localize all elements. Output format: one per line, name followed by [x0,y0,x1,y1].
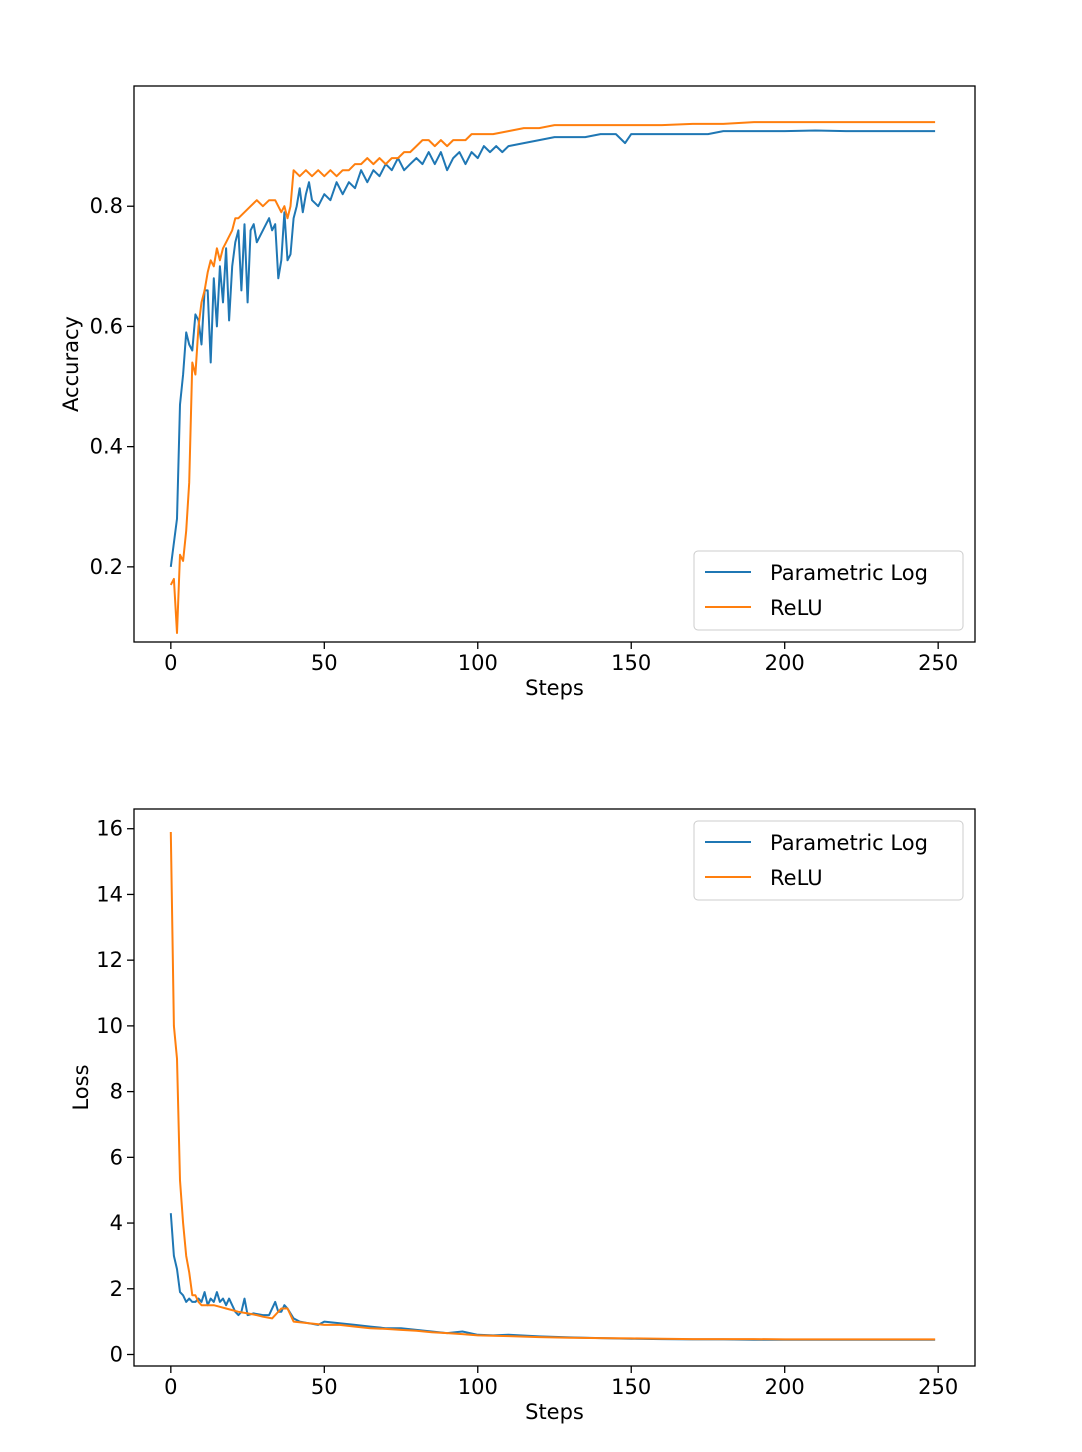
accuracy-legend: Parametric Log ReLU [693,550,964,631]
loss-y-tick-label: 12 [96,948,123,972]
loss-y-tick-label: 10 [96,1014,123,1038]
accuracy-x-tick-label: 200 [765,651,805,675]
loss-x-axis-label: Steps [525,1400,584,1424]
loss-y-tick-label: 8 [110,1080,123,1104]
accuracy-x-axis-label: Steps [525,676,584,700]
accuracy-y-tick-label: 0.2 [90,555,123,579]
accuracy-chart: 0 50 100 150 200 250 0.2 0.4 0.6 0.8 Steps Accur… [59,85,976,700]
loss-y-axis-label: Loss [69,1064,93,1110]
loss-x-ticks: 0 50 100 150 200 250 [164,1366,958,1399]
loss-x-tick-label: 200 [765,1375,805,1399]
loss-line-parametric-log [169,1213,936,1341]
loss-y-tick-label: 2 [110,1277,123,1301]
accuracy-series [169,121,936,634]
loss-x-tick-label: 100 [458,1375,498,1399]
loss-x-tick-label: 150 [611,1375,651,1399]
loss-y-tick-label: 4 [110,1211,123,1235]
loss-y-tick-label: 0 [110,1342,123,1366]
loss-legend-label-parametric-log: Parametric Log [770,831,928,855]
accuracy-legend-box [693,550,964,631]
loss-y-tick-label: 6 [110,1145,123,1169]
accuracy-axes-frame [133,85,976,643]
loss-y-tick-label: 16 [96,817,123,841]
accuracy-x-tick-label: 0 [164,651,177,675]
accuracy-x-tick-label: 50 [311,651,338,675]
accuracy-y-axis-label: Accuracy [59,316,83,412]
accuracy-y-ticks: 0.2 0.4 0.6 0.8 [90,194,134,579]
accuracy-y-tick-label: 0.4 [90,435,123,459]
loss-chart: 0 50 100 150 200 250 0 2 4 6 8 10 12 14 16 Steps Loss… [69,808,976,1424]
loss-x-tick-label: 50 [311,1375,338,1399]
loss-axes-frame [133,808,976,1367]
loss-legend-label-relu: ReLU [770,866,823,890]
accuracy-x-tick-label: 100 [458,651,498,675]
loss-y-ticks: 0 2 4 6 8 10 12 14 16 [96,817,134,1366]
loss-legend-box [693,820,964,901]
accuracy-line-parametric-log [169,129,936,568]
loss-x-tick-label: 0 [164,1375,177,1399]
loss-y-tick-label: 14 [96,882,123,906]
loss-series [169,831,936,1341]
accuracy-x-tick-label: 250 [918,651,958,675]
accuracy-x-ticks: 0 50 100 150 200 250 [164,642,958,675]
loss-legend: Parametric Log ReLU [693,820,964,901]
accuracy-line-relu [169,121,936,634]
accuracy-y-tick-label: 0.8 [90,194,123,218]
accuracy-x-tick-label: 150 [611,651,651,675]
loss-line-relu [169,831,936,1341]
loss-x-tick-label: 250 [918,1375,958,1399]
accuracy-y-tick-label: 0.6 [90,314,123,338]
accuracy-legend-label-parametric-log: Parametric Log [770,561,928,585]
accuracy-legend-label-relu: ReLU [770,596,823,620]
